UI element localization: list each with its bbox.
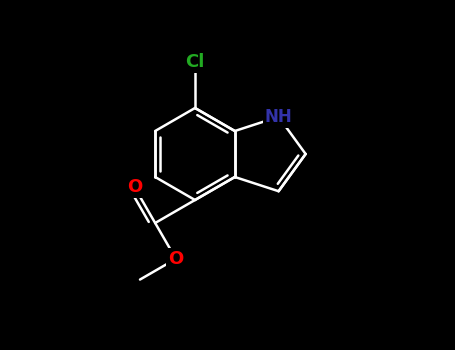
Text: NH: NH <box>265 108 293 126</box>
Text: O: O <box>168 250 183 268</box>
Text: O: O <box>127 178 142 196</box>
Text: Cl: Cl <box>185 53 205 71</box>
